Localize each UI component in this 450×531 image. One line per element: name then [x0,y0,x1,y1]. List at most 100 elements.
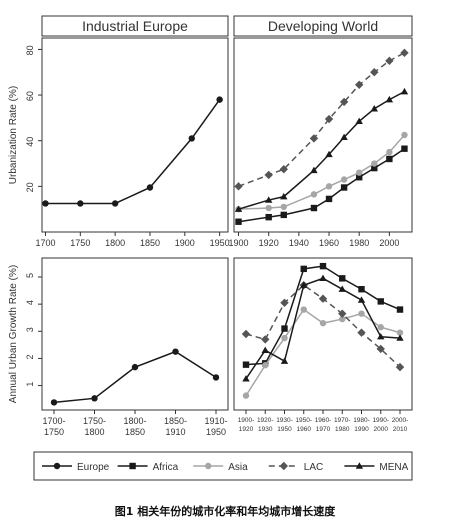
point-europe-2-0 [50,399,58,406]
x-tick-label-3-4-1: 1970 [316,426,331,433]
point-africa-3-4 [319,262,327,270]
point-asia-3-1 [262,362,269,369]
x-tick-label-3-2-0: 1930- [276,417,293,424]
point-europe-0-2 [111,200,119,207]
point-asia-3-3 [300,306,307,313]
legend-label-europe: Europe [77,462,110,473]
x-tick-label-0-0: 1700 [35,238,55,248]
point-mena-1-9 [400,87,409,95]
x-tick-label-0-2: 1800 [105,238,125,248]
y-tick-label-2-1: 2 [25,354,35,359]
figure: Industrial Europe Developing World 1700 175… [8,15,413,481]
point-lac-3-8 [395,362,405,372]
legend-marker-asia [205,462,212,470]
x-tick-label-3-3-1: 1960 [297,426,312,433]
x-tick-label-0-3: 1850 [140,238,160,248]
series-line-europe-0 [45,99,221,205]
x-tick-label-3-5-0: 1970- [334,417,351,424]
x-tick-label-0-5: 1950 [210,238,230,248]
point-europe-2-3 [172,348,179,355]
point-asia-1-5 [340,176,348,183]
point-mena-3-2 [280,357,289,364]
x-tick-label-2-1-1: 1800 [84,427,104,437]
point-africa-1-9 [401,145,408,152]
plot-frame-2 [41,257,229,411]
point-africa-3-8 [396,306,404,313]
plot-frame-1 [233,37,413,233]
point-lac-1-9 [400,48,409,58]
point-asia-3-6 [358,310,365,317]
point-lac-1-5 [339,97,349,107]
point-asia-1-1 [265,204,272,212]
x-tick-label-3-7-0: 1990- [372,417,389,424]
point-mena-3-0 [242,375,250,382]
panel-header-0 [41,15,229,37]
point-asia-1-7 [371,160,378,167]
point-lac-1-3 [309,134,319,143]
x-tick-label-1-2: 1940 [289,238,309,248]
panel-title-0: Industrial Europe [82,18,188,34]
point-mena-3-3 [300,281,308,288]
point-europe-0-5 [216,96,223,103]
legend-label-asia: Asia [228,462,248,473]
point-asia-3-2 [281,334,288,342]
point-lac-3-7 [376,344,385,354]
point-asia-1-8 [386,148,393,156]
x-tick-label-3-6-1: 1990 [354,426,369,433]
figure-caption: 图1 相关年份的城市化率和年均城市增长速度 [114,505,336,518]
point-mena-1-7 [370,105,378,112]
point-lac-3-4 [318,294,328,303]
legend-marker-europe [53,462,61,470]
point-africa-1-7 [371,164,378,172]
point-africa-1-3 [310,204,318,212]
point-asia-3-5 [339,315,346,323]
point-mena-3-7 [377,333,385,340]
x-tick-label-3-7-1: 2000 [374,426,389,433]
x-tick-label-3-8-1: 2010 [393,426,408,433]
x-tick-label-3-0-0: 1900- [238,417,255,424]
y-tick-label-2-2: 3 [25,327,35,332]
point-asia-3-4 [319,319,327,327]
point-africa-3-6 [358,286,365,293]
x-tick-label-3-1-0: 1920- [257,417,274,424]
point-mena-3-1 [261,346,269,353]
point-lac-1-4 [324,114,334,124]
x-tick-label-3-1-1: 1930 [258,426,273,433]
x-tick-label-2-4-1: 1950 [206,427,226,437]
legend-label-mena: MENA [379,462,408,473]
x-tick-label-2-2-1: 1850 [125,427,145,437]
point-europe-2-1 [91,395,98,402]
series-line-lac-1 [238,52,405,188]
point-lac-1-2 [279,165,288,174]
point-lac-3-0 [241,329,251,339]
series-line-mena-3 [245,277,401,380]
point-africa-3-3 [300,265,307,273]
legend-marker-mena [355,462,364,469]
point-africa-1-1 [265,213,272,221]
point-mena-1-2 [280,192,288,200]
point-asia-1-9 [401,131,408,139]
point-lac-1-7 [370,68,379,77]
point-asia-1-2 [280,203,287,211]
x-tick-label-0-4: 1900 [175,238,195,248]
y-tick-label-0-1: 40 [25,137,35,147]
point-africa-1-0 [235,218,242,225]
x-tick-label-3-8-0: 2000- [392,417,409,424]
x-tick-label-0-1: 1750 [70,238,90,248]
x-tick-label-3-5-1: 1980 [335,426,350,433]
point-mena-3-8 [396,334,404,341]
point-asia-1-3 [310,191,318,198]
y-tick-label-0-0: 20 [25,182,35,192]
x-tick-label-2-3-1: 1910 [165,427,185,437]
point-lac-3-1 [261,335,270,344]
point-mena-3-6 [357,296,366,303]
point-lac-1-8 [385,56,394,66]
y-axis-label-2: Annual Urban Growth Rate (%) [8,265,19,403]
x-tick-label-1-5: 2000 [379,238,399,248]
legend-label-lac: LAC [304,462,323,473]
x-tick-label-3-4-0: 1960- [315,417,332,424]
panel-header-1 [233,15,413,37]
y-tick-label-0-3: 80 [25,45,35,55]
point-africa-3-7 [377,298,384,305]
point-asia-1-6 [356,169,363,176]
